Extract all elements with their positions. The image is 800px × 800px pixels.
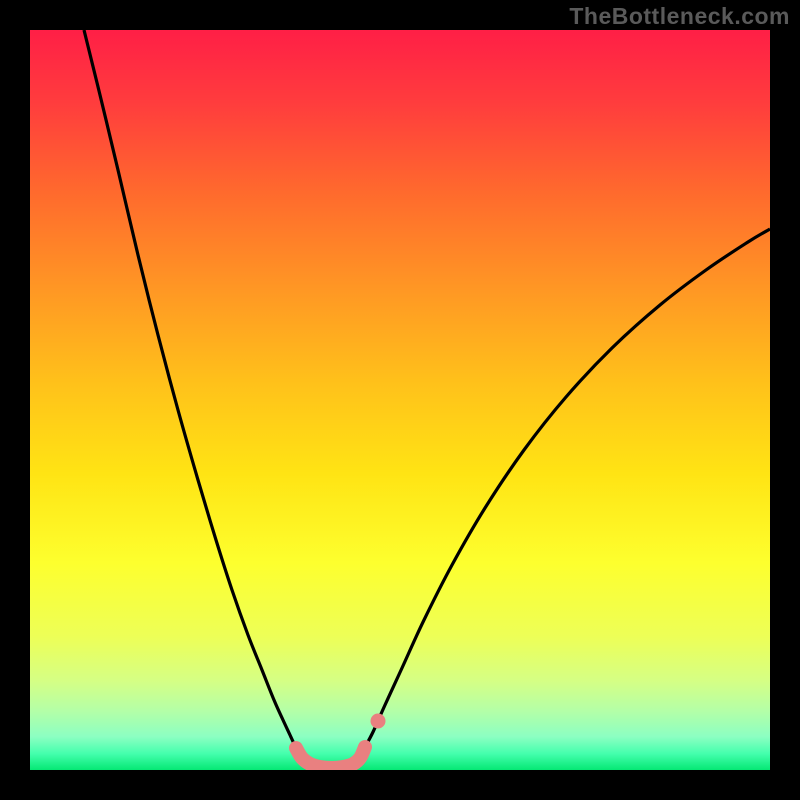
plot-background (30, 30, 770, 770)
highlight-dot (371, 714, 386, 729)
bottleneck-chart (0, 0, 800, 800)
watermark-text: TheBottleneck.com (569, 3, 790, 30)
